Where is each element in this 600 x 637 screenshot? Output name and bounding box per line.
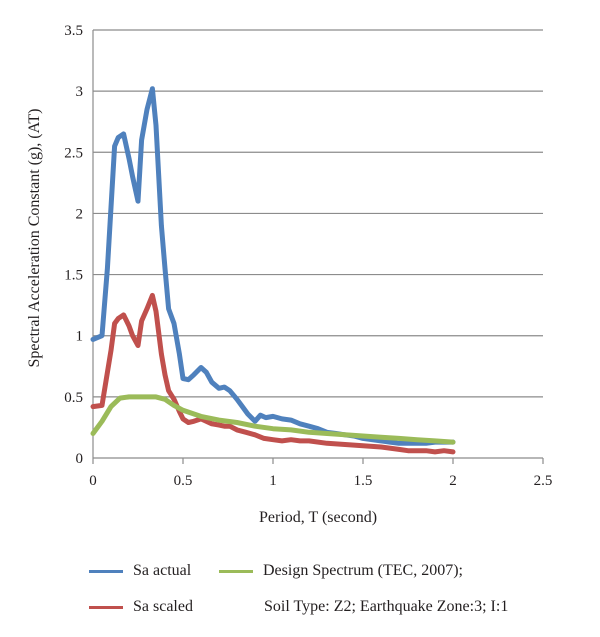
y-tick-label: 3.5 [64,23,83,39]
legend-swatch-sa-actual [89,569,123,573]
spectrum-chart: 0 0.5 1 1.5 2 2.5 3 3.5 0 0.5 1 1.5 2 2.5 Spectral A… [26,23,552,526]
legend-label-sa-actual: Sa actual [133,562,192,579]
y-tick-label: 0 [76,451,84,467]
series-lines [90,86,456,455]
series-line-sa-scaled [90,292,456,455]
x-tick-label: 1 [269,473,277,489]
x-tick-label: 2.5 [534,473,553,489]
y-tick-label: 1 [76,329,84,345]
x-tick-labels: 0 0.5 1 1.5 2 2.5 [89,473,552,489]
legend-note-soil-type: Soil Type: Z2; Earthquake Zone:3; I:1 [264,598,509,615]
legend-item-design-spectrum: Design Spectrum (TEC, 2007); [219,563,463,579]
series-line-sa-actual [90,86,456,446]
legend-label-design-spectrum: Design Spectrum (TEC, 2007); [263,562,463,579]
y-tick-label: 2 [76,206,84,222]
y-tick-label: 3 [76,84,84,100]
legend-swatch-sa-scaled [89,605,123,609]
legend-label-sa-scaled: Sa scaled [133,598,193,615]
series-line-design-spectrum [90,394,456,445]
y-tick-label: 2.5 [64,145,83,161]
x-tick-label: 0 [89,473,97,489]
axes [92,30,544,464]
legend-item-sa-actual: Sa actual [89,563,191,579]
x-tick-label: 0.5 [174,473,193,489]
x-tick-label: 2 [449,473,457,489]
y-tick-label: 1.5 [64,268,83,284]
y-tick-label: 0.5 [64,390,83,406]
legend-swatch-design-spectrum [219,569,253,573]
legend-item-sa-scaled: Sa scaled [89,599,193,615]
y-tick-labels: 0 0.5 1 1.5 2 2.5 3 3.5 [64,23,83,467]
x-axis-label: Period, T (second) [259,509,377,526]
y-axis-label: Spectral Acceleration Constant (g), (AT) [26,108,43,367]
x-tick-label: 1.5 [354,473,373,489]
